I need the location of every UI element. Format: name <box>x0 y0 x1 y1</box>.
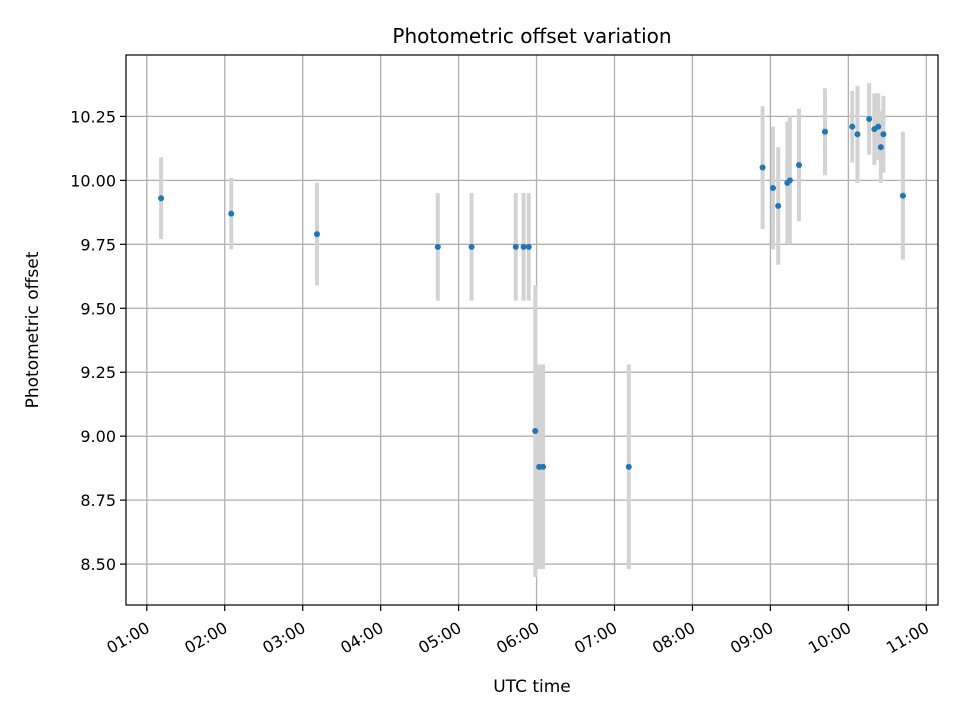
y-tick-label: 8.50 <box>80 555 116 574</box>
data-point <box>532 428 539 435</box>
data-points <box>158 115 906 470</box>
data-point <box>759 164 766 171</box>
data-point <box>228 210 235 217</box>
data-point <box>854 131 861 138</box>
y-tick-label: 10.00 <box>70 171 116 190</box>
data-point <box>880 131 887 138</box>
data-point <box>540 463 547 470</box>
x-axis-label: UTC time <box>493 677 571 697</box>
data-point <box>512 243 519 250</box>
y-tick-label: 9.50 <box>80 299 116 318</box>
y-axis-label: Photometric offset <box>23 251 43 408</box>
data-point <box>770 185 777 192</box>
y-tick-label: 9.75 <box>80 235 116 254</box>
y-tick-label: 9.25 <box>80 363 116 382</box>
data-point <box>877 144 884 151</box>
y-axis: 8.50 8.75 9.00 9.25 9.50 9.75 10.00 10.25 <box>70 107 126 574</box>
data-point <box>313 231 320 238</box>
y-tick-label: 9.00 <box>80 427 116 446</box>
data-point <box>775 202 782 209</box>
data-point <box>434 243 441 250</box>
data-point <box>625 463 632 470</box>
data-point <box>866 115 873 122</box>
y-tick-label: 8.75 <box>80 491 116 510</box>
data-point <box>821 128 828 135</box>
plot-frame <box>125 54 939 606</box>
y-tick-label: 10.25 <box>70 107 116 126</box>
data-point <box>899 192 906 199</box>
grid <box>126 55 938 605</box>
data-point <box>520 243 527 250</box>
data-point <box>849 123 856 130</box>
data-point <box>795 162 802 168</box>
data-point <box>786 177 793 184</box>
data-point <box>158 195 165 202</box>
data-point <box>468 243 475 250</box>
data-point <box>875 123 882 130</box>
data-point <box>525 243 532 250</box>
chart-title: Photometric offset variation <box>392 24 671 48</box>
